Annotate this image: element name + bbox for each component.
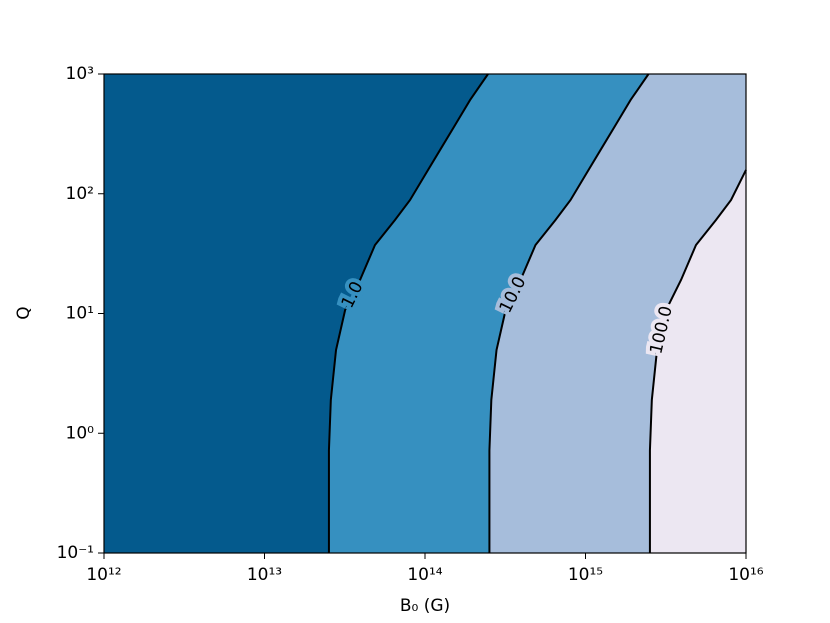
y-tick-label: 10⁰: [66, 423, 95, 443]
y-axis-label: Q: [14, 306, 34, 319]
contour-fill: [104, 74, 489, 553]
x-tick-label: 10¹⁶: [728, 565, 763, 585]
y-tick-label: 10¹: [66, 304, 94, 324]
x-tick-label: 10¹³: [247, 565, 282, 585]
x-axis-label: B₀ (G): [400, 596, 450, 616]
contour-label: 100.0: [646, 304, 676, 356]
contour-line: [648, 169, 747, 553]
x-tick-label: 10¹⁴: [407, 565, 442, 585]
y-tick-label: 10³: [66, 64, 94, 84]
y-tick-label: 10²: [66, 184, 94, 204]
y-tick-label: 10⁻¹: [57, 543, 94, 563]
contour-line: [488, 73, 650, 553]
contour-line: [327, 73, 489, 553]
x-tick-label: 10¹²: [86, 565, 121, 585]
x-tick-label: 10¹⁵: [568, 565, 603, 585]
